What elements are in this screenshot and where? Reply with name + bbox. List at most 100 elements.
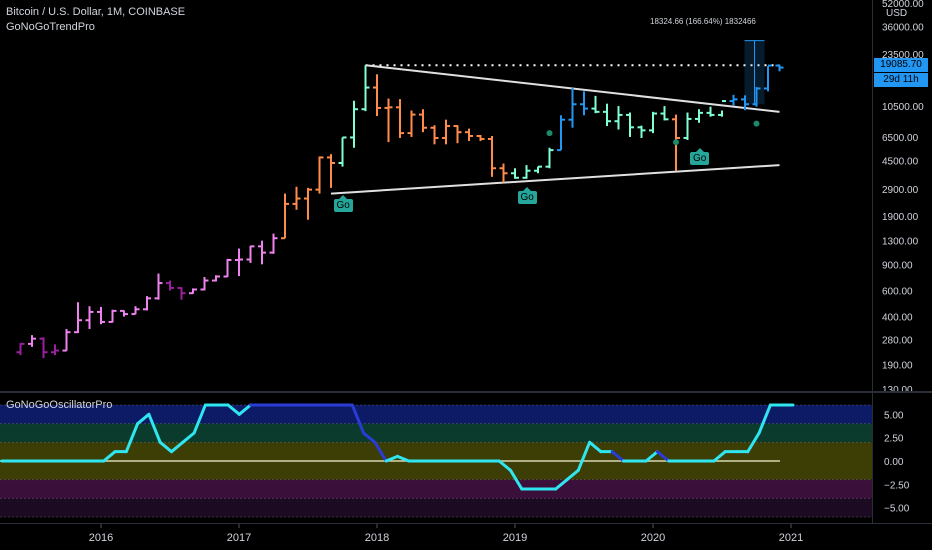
oscillator-segment [124,422,140,454]
price-bar [752,87,761,107]
price-bar [453,125,462,144]
price-bar [269,233,278,254]
price-bar [764,64,772,92]
price-bar [258,240,266,265]
time-tick-label: 2019 [503,532,527,544]
price-bar [534,165,542,174]
price-bar [131,306,140,316]
price-bar [741,95,749,111]
price-bar [62,328,71,352]
price-bar [281,193,289,240]
measurement-label: 18324.66 (166.64%) 1832466 [650,17,756,26]
oscillator-segment [362,431,377,444]
time-axis-divider [0,523,932,524]
oscillator-segment [576,440,592,472]
price-tick-label: 52000.00 [882,0,924,10]
oscillator-tick-label: −2.50 [884,480,910,491]
oscillator-tick-label: 2.50 [884,434,904,445]
oscillator-segment [396,454,411,463]
oscillator-legend[interactable]: GoNoGoOscillatorPro [6,399,113,411]
price-bar [166,280,174,291]
oscillator-segment [181,431,196,444]
price-bar [97,306,105,325]
price-bar [695,109,703,123]
price-bar [626,112,634,137]
oscillator-segment [746,431,761,454]
price-tick-label: 10500.00 [882,102,924,113]
price-bar [603,103,611,127]
price-bar [637,125,646,138]
oscillator-chart[interactable]: 5.00 2.50 0.00 −2.50 −5.00 [0,393,932,524]
oscillator-segment [655,450,671,463]
price-bar [649,111,657,134]
oscillator-segment [610,450,625,463]
price-bar [488,135,496,177]
price-tick-label: 4500.00 [882,157,919,168]
time-tick-label: 2020 [641,532,665,544]
oscillator-tick-label: −5.00 [884,504,910,515]
price-bar [683,112,692,141]
oscillator-segment [102,450,117,463]
oscillator-tick-label: 5.00 [884,410,904,421]
oscillator-segment [712,450,727,463]
price-bar [775,64,784,72]
price-bar [120,309,128,317]
price-tick-label: 1900.00 [882,212,919,223]
oscillator-tick-label: 0.00 [884,457,904,468]
price-bar [545,147,554,169]
time-tick-label: 2016 [89,532,113,544]
price-bar [189,288,197,295]
time-tick-label: 2021 [779,532,803,544]
price-tick-label: 400.00 [882,313,913,324]
price-bar [568,87,577,128]
price-bar [557,115,565,152]
price-bar [522,165,531,179]
oscillator-segment [373,440,388,463]
price-bar [212,275,220,282]
oscillator-segment [136,412,151,426]
price-tick-label: 6500.00 [882,133,919,144]
pane-divider[interactable] [0,391,932,393]
oscillator-segment [509,468,524,491]
price-axis-border [872,0,873,524]
indicator-legend[interactable]: GoNoGoTrendPro [6,21,95,33]
price-bar [465,128,473,142]
oscillator-band [0,479,872,499]
price-bar [74,302,82,334]
time-axis[interactable]: 2016 2017 2018 2019 2020 2021 [0,524,932,550]
price-tick-label: 130.00 [882,385,913,392]
go-signal-label: Go [517,187,537,204]
oscillator-segment [350,403,366,435]
price-bar [246,245,255,263]
price-tick-label: 1300.00 [882,237,919,248]
price-bar [16,342,25,356]
oscillator-segment [588,440,603,454]
oscillator-segment [192,403,207,435]
price-bar [591,95,600,114]
oscillator-segment [237,403,253,416]
oscillator-segment [554,478,569,491]
price-tick-label: 36000.00 [882,23,924,34]
oscillator-segment [565,468,580,482]
price-bar [718,100,726,117]
go-signal-label: Go [333,195,353,212]
price-bar [407,110,416,137]
price-bar [396,99,404,138]
price-bar [223,258,232,278]
oscillator-segment [497,459,512,472]
price-bar [200,276,209,291]
price-bar [327,154,335,188]
price-bar [51,344,59,356]
symbol-title[interactable]: Bitcoin / U.S. Dollar, 1M, COINBASE [6,6,186,18]
current-price-badge: 19085.70 [874,58,928,72]
signal-dot [753,120,760,127]
time-tick-label: 2018 [365,532,389,544]
price-chart[interactable]: 52000.00 36000.00 23500.00 10500.00 6500.00 4… [0,0,932,392]
price-tick-label: 23500.00 [882,50,924,61]
go-signal-label: Go [690,148,710,165]
price-bar [511,168,519,179]
price-tick-label: 280.00 [882,336,913,347]
price-bar [154,273,163,300]
currency-label: USD [886,8,908,19]
oscillator-segment [170,440,185,454]
